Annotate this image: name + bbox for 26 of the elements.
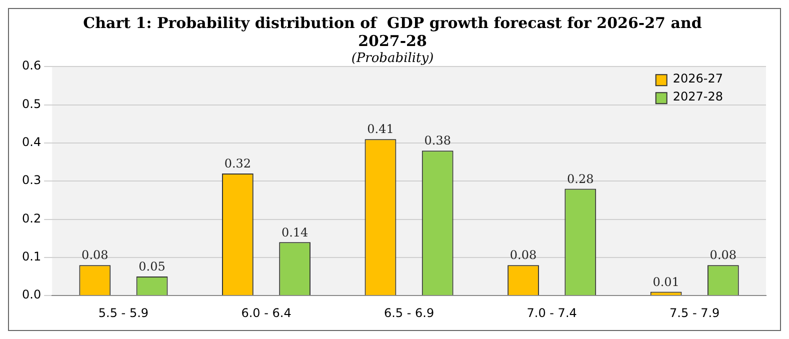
chart-subtitle: (Probability) (351, 51, 434, 66)
data-label: 0.28 (567, 172, 594, 186)
x-tick-label: 6.0 - 6.4 (241, 306, 292, 320)
data-label: 0.38 (424, 134, 451, 148)
data-label: 0.05 (138, 260, 166, 274)
data-label: 0.08 (82, 248, 108, 262)
y-tick-label: 0.3 (22, 173, 42, 188)
legend-label: 2027-28 (672, 90, 723, 104)
x-tick-label: 6.5 - 6.9 (384, 306, 434, 320)
legend-label: 2026-27 (672, 72, 723, 86)
y-tick-label: 0.2 (22, 211, 42, 226)
data-label: 0.01 (652, 274, 680, 289)
y-tick-label: 0.0 (22, 288, 42, 302)
y-tick-label: 0.1 (22, 250, 42, 264)
data-label: 0.08 (710, 248, 737, 262)
data-label: 0.41 (367, 122, 394, 136)
data-label: 0.32 (224, 156, 252, 171)
x-tick-label: 7.5 - 7.9 (670, 306, 720, 320)
data-label: 0.08 (510, 248, 537, 262)
y-tick-label: 0.6 (22, 58, 42, 73)
data-label: 0.14 (281, 225, 309, 240)
x-tick-label: 7.0 - 7.4 (526, 306, 577, 320)
chart-title: Chart 1: Probability distribution of GDP growth forecast for 2026-27 and 2027-28 (83, 14, 702, 50)
y-tick-label: 0.5 (22, 96, 42, 111)
x-tick-label: 5.5 - 5.9 (98, 306, 149, 320)
y-tick-label: 0.4 (22, 135, 42, 150)
